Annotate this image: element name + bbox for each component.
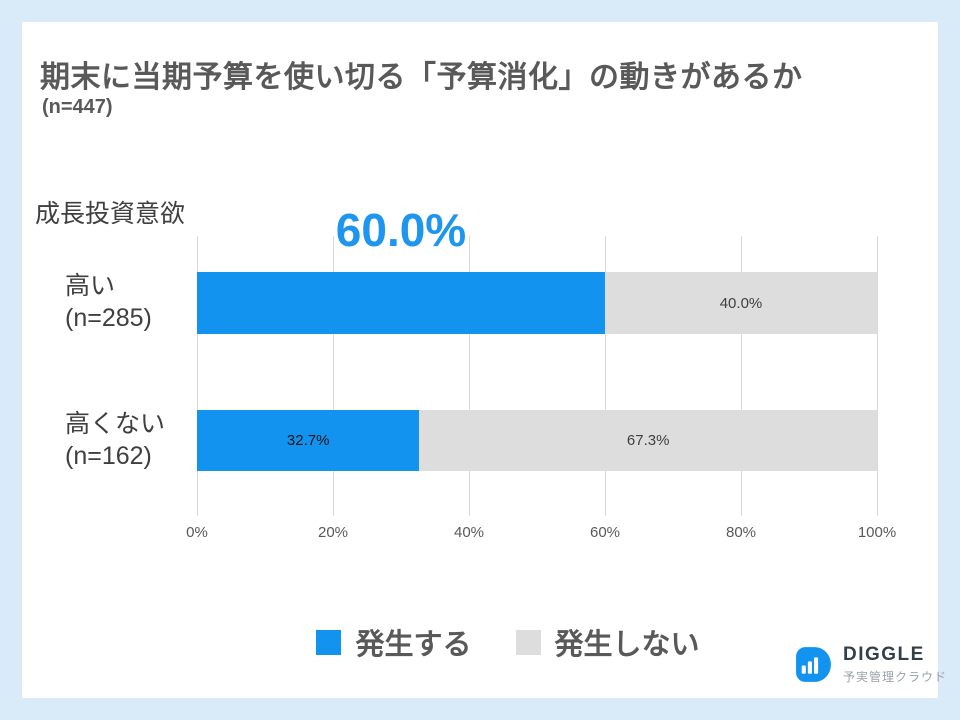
legend-label: 発生しない: [554, 629, 700, 661]
bar-segment-hassei-shinai[interactable]: 67.3%: [419, 410, 877, 471]
legend-item-hassei-suru: 発生する: [316, 621, 472, 663]
axis-tick-label: 20%: [317, 524, 349, 541]
gridline: [333, 236, 334, 508]
diggle-d-barchart-icon: [796, 647, 831, 682]
axis-tick: [741, 508, 742, 516]
logo-tagline: 予実管理クラウド: [843, 670, 948, 684]
axis-group-label: 成長投資意欲: [35, 200, 186, 228]
category-name: 高い: [65, 272, 116, 300]
bar-row-takai: 40.0%: [197, 272, 877, 334]
gridline: [605, 236, 606, 508]
legend: 発生する 発生しない: [28, 621, 960, 663]
segment-value-label: 40.0%: [719, 294, 763, 312]
segment-value-label: 32.7%: [286, 432, 330, 449]
axis-tick-label: 60%: [589, 524, 621, 541]
x-axis: 0% 20% 40% 60% 80% 100%: [186, 508, 896, 568]
category-n: (n=285): [65, 304, 152, 332]
logo-brand: DIGGLE: [843, 644, 925, 665]
axis-tick-label: 0%: [186, 524, 208, 541]
gridline: [469, 236, 470, 508]
sample-size-label: (n=447): [42, 96, 113, 118]
slide-card: [22, 22, 938, 698]
legend-swatch-gray: [515, 629, 541, 655]
axis-tick-label: 40%: [453, 524, 485, 541]
category-name: 高くない: [65, 410, 166, 438]
highlight-value: 60.0%: [335, 204, 467, 256]
axis-tick: [197, 508, 198, 516]
bar-segment-hassei-suru[interactable]: [197, 272, 605, 334]
category-label-takakunai: 高くない (n=162): [65, 408, 195, 472]
gridline: [197, 236, 198, 508]
axis-tick: [605, 508, 606, 516]
stacked-bar-chart: 60.0% 40.0% 32.7% 67.3% 0% 20% 40% 60% 80% 10…: [186, 204, 896, 541]
axis-tick-label: 100%: [857, 524, 897, 541]
axis-tick-label: 80%: [725, 524, 757, 541]
gridline: [877, 236, 878, 508]
axis-tick: [877, 508, 878, 516]
bar-segment-hassei-shinai[interactable]: 40.0%: [605, 272, 877, 334]
legend-swatch-blue: [316, 629, 342, 655]
category-label-takai: 高い (n=285): [65, 270, 195, 334]
axis-tick: [333, 508, 334, 516]
gridline: [741, 236, 742, 508]
bar-segment-hassei-suru[interactable]: 32.7%: [197, 410, 420, 471]
bar-row-takakunai: 32.7% 67.3%: [197, 410, 877, 471]
logo-text: DIGGLE 予実管理クラウド: [843, 644, 947, 685]
legend-label: 発生する: [355, 629, 472, 661]
legend-item-hassei-shinai: 発生しない: [515, 621, 700, 663]
slide-title: 期末に当期予算を使い切る「予算消化」の動きがあるか: [40, 61, 803, 94]
category-n: (n=162): [65, 442, 152, 470]
segment-value-label: 67.3%: [626, 432, 670, 449]
diggle-logo: DIGGLE 予実管理クラウド: [793, 644, 947, 685]
axis-tick: [469, 508, 470, 516]
